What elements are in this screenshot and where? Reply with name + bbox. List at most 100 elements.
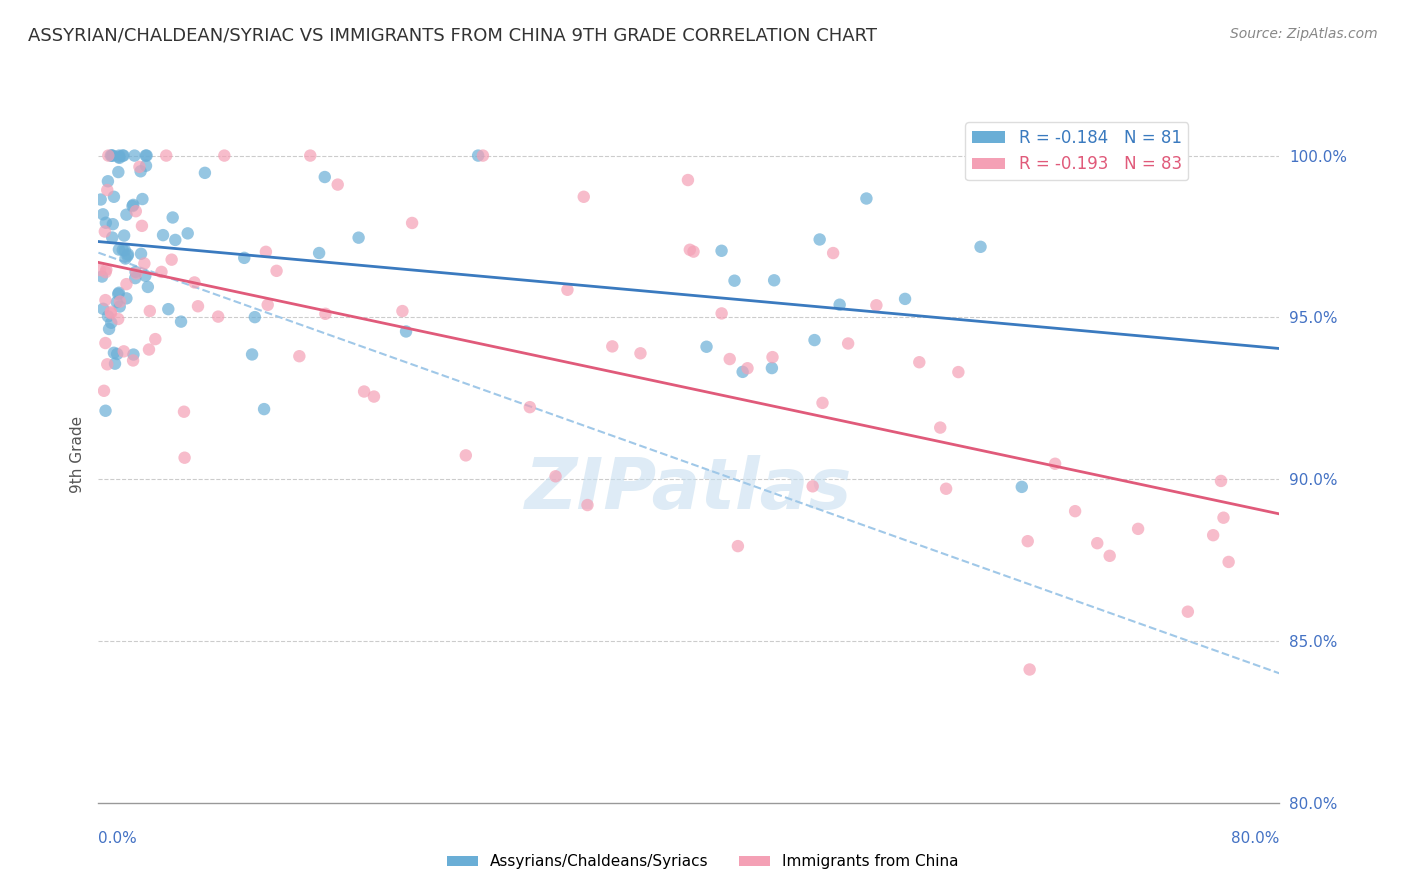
Point: [94, 293, 117, 307]
Point: [96, 262, 118, 277]
Point: [124, 148, 146, 162]
Point: [314, 307, 336, 321]
Point: [467, 148, 489, 162]
Point: [1017, 534, 1039, 549]
Point: [96, 357, 118, 371]
Point: [112, 344, 135, 359]
Point: [718, 352, 741, 367]
Point: [183, 276, 205, 290]
Point: [731, 365, 754, 379]
Point: [155, 148, 177, 162]
Point: [823, 246, 845, 260]
Point: [600, 339, 623, 353]
Point: [828, 298, 851, 312]
Point: [108, 285, 131, 300]
Point: [100, 316, 122, 330]
Point: [150, 265, 173, 279]
Point: [187, 299, 209, 313]
Text: 0.0%: 0.0%: [98, 830, 138, 846]
Point: [969, 240, 991, 254]
Point: [122, 347, 145, 361]
Point: [115, 208, 138, 222]
Point: [243, 310, 266, 325]
Point: [165, 233, 187, 247]
Point: [803, 333, 825, 347]
Point: [207, 310, 229, 324]
Point: [122, 353, 145, 368]
Point: [152, 228, 174, 243]
Point: [557, 283, 579, 297]
Point: [98, 322, 121, 336]
Legend: R = -0.184   N = 81, R = -0.193   N = 83: R = -0.184 N = 81, R = -0.193 N = 83: [966, 122, 1188, 180]
Point: [761, 361, 783, 376]
Point: [108, 148, 131, 162]
Point: [129, 247, 152, 261]
Point: [112, 228, 135, 243]
Point: [761, 350, 783, 364]
Point: [135, 148, 157, 162]
Point: [1018, 663, 1040, 677]
Point: [314, 169, 336, 184]
Point: [108, 300, 131, 314]
Point: [256, 298, 278, 312]
Point: [855, 192, 877, 206]
Point: [100, 148, 122, 162]
Point: [103, 346, 125, 360]
Point: [1098, 549, 1121, 563]
Point: [115, 277, 138, 292]
Point: [254, 244, 277, 259]
Point: [173, 405, 195, 419]
Point: [572, 190, 595, 204]
Point: [125, 267, 148, 281]
Text: 80.0%: 80.0%: [1232, 830, 1279, 846]
Point: [89, 263, 111, 277]
Point: [177, 227, 200, 241]
Y-axis label: 9th Grade: 9th Grade: [69, 417, 84, 493]
Point: [122, 198, 145, 212]
Point: [679, 243, 702, 257]
Point: [326, 178, 349, 192]
Point: [135, 159, 157, 173]
Point: [214, 148, 236, 162]
Point: [97, 174, 120, 188]
Point: [363, 390, 385, 404]
Point: [347, 230, 370, 244]
Point: [929, 420, 952, 434]
Point: [131, 219, 153, 233]
Point: [107, 165, 129, 179]
Point: [90, 193, 112, 207]
Point: [471, 148, 494, 162]
Point: [401, 216, 423, 230]
Point: [117, 249, 139, 263]
Point: [266, 264, 288, 278]
Point: [676, 173, 699, 187]
Point: [91, 269, 114, 284]
Point: [134, 268, 156, 283]
Point: [91, 207, 114, 221]
Text: ZIPatlas: ZIPatlas: [526, 455, 852, 524]
Point: [908, 355, 931, 369]
Point: [299, 148, 322, 162]
Point: [124, 265, 146, 279]
Text: Source: ZipAtlas.com: Source: ZipAtlas.com: [1230, 27, 1378, 41]
Point: [107, 287, 129, 301]
Point: [1064, 504, 1087, 518]
Point: [94, 403, 117, 417]
Point: [948, 365, 970, 379]
Point: [101, 148, 124, 162]
Point: [808, 232, 831, 246]
Point: [94, 265, 117, 279]
Point: [105, 295, 128, 310]
Point: [128, 160, 150, 174]
Point: [101, 217, 124, 231]
Point: [837, 336, 859, 351]
Point: [101, 230, 124, 244]
Point: [1212, 510, 1234, 524]
Point: [395, 325, 418, 339]
Point: [108, 243, 131, 257]
Point: [135, 148, 157, 162]
Point: [100, 306, 122, 320]
Point: [107, 150, 129, 164]
Point: [173, 450, 195, 465]
Point: [801, 479, 824, 493]
